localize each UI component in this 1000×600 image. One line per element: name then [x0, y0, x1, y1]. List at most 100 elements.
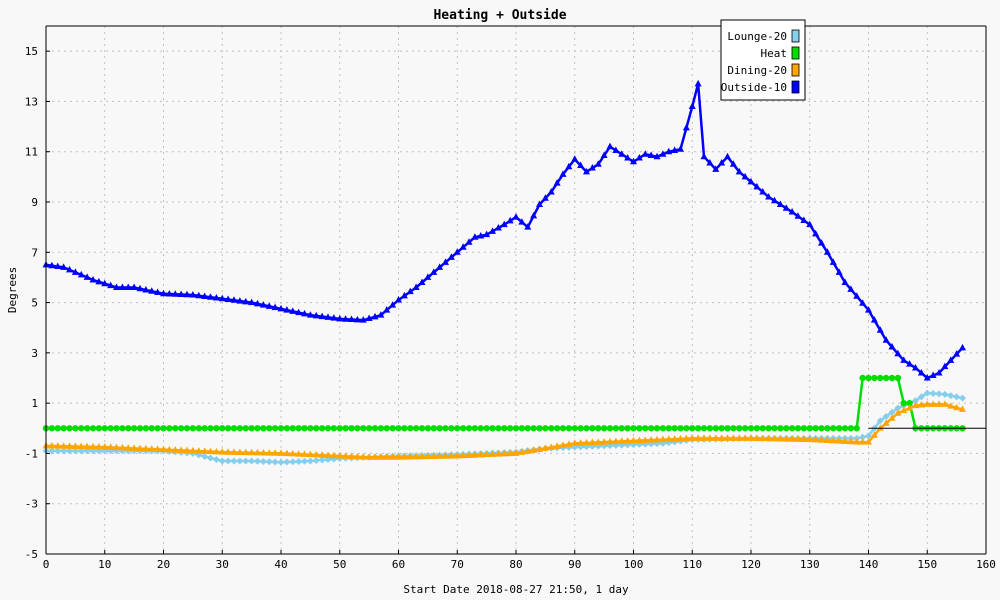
- data-point-outside-10-111: [694, 79, 702, 87]
- data-point-lounge-20-47: [318, 456, 326, 464]
- data-point-outside-10-91: [577, 161, 585, 169]
- data-point-dining-20-94: [594, 438, 602, 445]
- data-point-dining-20-29: [212, 447, 220, 455]
- data-point-outside-10-22: [171, 290, 179, 297]
- data-point-outside-10-14: [124, 283, 132, 290]
- data-point-outside-10-4: [66, 265, 73, 273]
- data-point-outside-10-120: [747, 177, 755, 185]
- data-point-dining-20-98: [618, 437, 626, 444]
- data-point-outside-10-104: [653, 152, 661, 160]
- data-point-dining-20-145: [894, 409, 902, 416]
- data-point-heat-88: [559, 425, 567, 432]
- data-point-dining-20-54: [359, 452, 367, 460]
- data-point-dining-20-131: [812, 435, 820, 443]
- data-point-dining-20-122: [759, 434, 767, 442]
- data-point-dining-20-86: [547, 443, 555, 450]
- data-point-outside-10-30: [218, 294, 226, 302]
- data-point-lounge-20-148: [912, 397, 919, 405]
- data-point-heat-75: [483, 425, 490, 432]
- data-point-lounge-20-28: [207, 454, 214, 462]
- data-point-dining-20-143: [882, 419, 890, 426]
- data-point-dining-20-68: [442, 452, 449, 459]
- data-point-outside-10-29: [212, 294, 220, 301]
- data-point-heat-26: [195, 425, 202, 432]
- data-point-dining-20-31: [224, 448, 232, 455]
- data-point-lounge-20-43: [295, 457, 303, 465]
- data-point-outside-10-19: [154, 288, 162, 296]
- data-point-outside-10-90: [571, 155, 579, 162]
- data-point-lounge-20-44: [301, 457, 308, 465]
- data-point-lounge-20-2: [54, 447, 62, 455]
- data-point-dining-20-113: [706, 434, 714, 441]
- data-point-outside-10-94: [594, 160, 602, 167]
- data-point-heat-110: [689, 425, 696, 432]
- data-point-lounge-20-45: [306, 457, 314, 465]
- data-point-heat-39: [271, 425, 279, 432]
- data-point-outside-10-78: [500, 220, 508, 228]
- data-point-heat-71: [459, 425, 467, 432]
- data-point-outside-10-58: [383, 306, 391, 313]
- data-point-outside-10-44: [301, 309, 308, 317]
- data-point-outside-10-6: [77, 270, 85, 278]
- data-point-outside-10-97: [612, 146, 620, 153]
- data-point-outside-10-21: [165, 290, 173, 297]
- data-point-dining-20-28: [207, 447, 214, 455]
- data-point-outside-10-32: [230, 296, 238, 303]
- data-point-dining-20-57: [377, 453, 385, 460]
- data-point-dining-20-66: [430, 452, 438, 459]
- data-point-heat-112: [700, 425, 708, 432]
- data-point-lounge-20-144: [888, 408, 896, 416]
- data-point-outside-10-77: [494, 223, 502, 231]
- data-point-outside-10-144: [888, 342, 896, 350]
- data-point-lounge-20-31: [224, 457, 232, 465]
- data-point-dining-20-109: [682, 434, 690, 442]
- data-point-heat-69: [448, 425, 455, 432]
- legend-swatch-outside-10: [791, 80, 800, 94]
- data-point-lounge-20-36: [254, 457, 261, 465]
- data-point-heat-106: [665, 425, 672, 432]
- data-point-lounge-20-155: [953, 393, 961, 401]
- data-point-outside-10-145: [894, 349, 902, 357]
- data-point-heat-79: [506, 425, 514, 432]
- data-point-heat-128: [794, 425, 802, 432]
- data-point-dining-20-1: [48, 442, 56, 449]
- data-point-heat-130: [806, 425, 813, 432]
- legend-swatch-lounge-20: [791, 29, 800, 43]
- data-point-dining-20-43: [295, 450, 303, 457]
- data-point-heat-120: [747, 425, 755, 432]
- data-point-heat-77: [495, 425, 502, 432]
- data-point-outside-10-68: [442, 258, 449, 265]
- data-point-outside-10-101: [635, 154, 643, 161]
- x-tick-label-5: 50: [333, 558, 346, 571]
- data-point-dining-20-89: [565, 440, 573, 447]
- data-point-outside-10-36: [254, 299, 261, 307]
- data-point-heat-73: [471, 425, 479, 432]
- data-point-dining-20-134: [829, 436, 837, 444]
- data-point-outside-10-13: [118, 283, 126, 290]
- data-point-heat-134: [830, 425, 837, 432]
- data-point-outside-10-112: [700, 152, 708, 160]
- data-point-heat-131: [812, 425, 819, 432]
- data-point-outside-10-115: [718, 159, 726, 166]
- data-point-dining-20-32: [230, 448, 238, 455]
- data-point-dining-20-151: [929, 400, 937, 407]
- data-point-dining-20-3: [60, 442, 68, 449]
- legend-label-outside-10: Outside-10: [721, 81, 787, 94]
- data-point-heat-63: [412, 425, 420, 432]
- data-point-dining-20-17: [142, 444, 150, 452]
- data-point-dining-20-71: [459, 451, 467, 459]
- data-point-lounge-20-34: [242, 457, 250, 465]
- data-point-heat-66: [430, 425, 437, 432]
- data-point-outside-10-122: [759, 187, 767, 195]
- data-point-lounge-20-151: [929, 390, 937, 398]
- data-point-heat-97: [612, 425, 620, 432]
- data-point-dining-20-49: [330, 451, 338, 459]
- data-point-heat-61: [401, 425, 408, 432]
- data-point-dining-20-152: [935, 400, 943, 407]
- data-point-heat-54: [360, 425, 367, 432]
- data-point-outside-10-54: [359, 316, 367, 323]
- data-point-heat-23: [177, 425, 185, 432]
- data-point-outside-10-154: [947, 356, 955, 363]
- data-point-heat-103: [647, 425, 655, 432]
- data-point-outside-10-63: [412, 283, 420, 290]
